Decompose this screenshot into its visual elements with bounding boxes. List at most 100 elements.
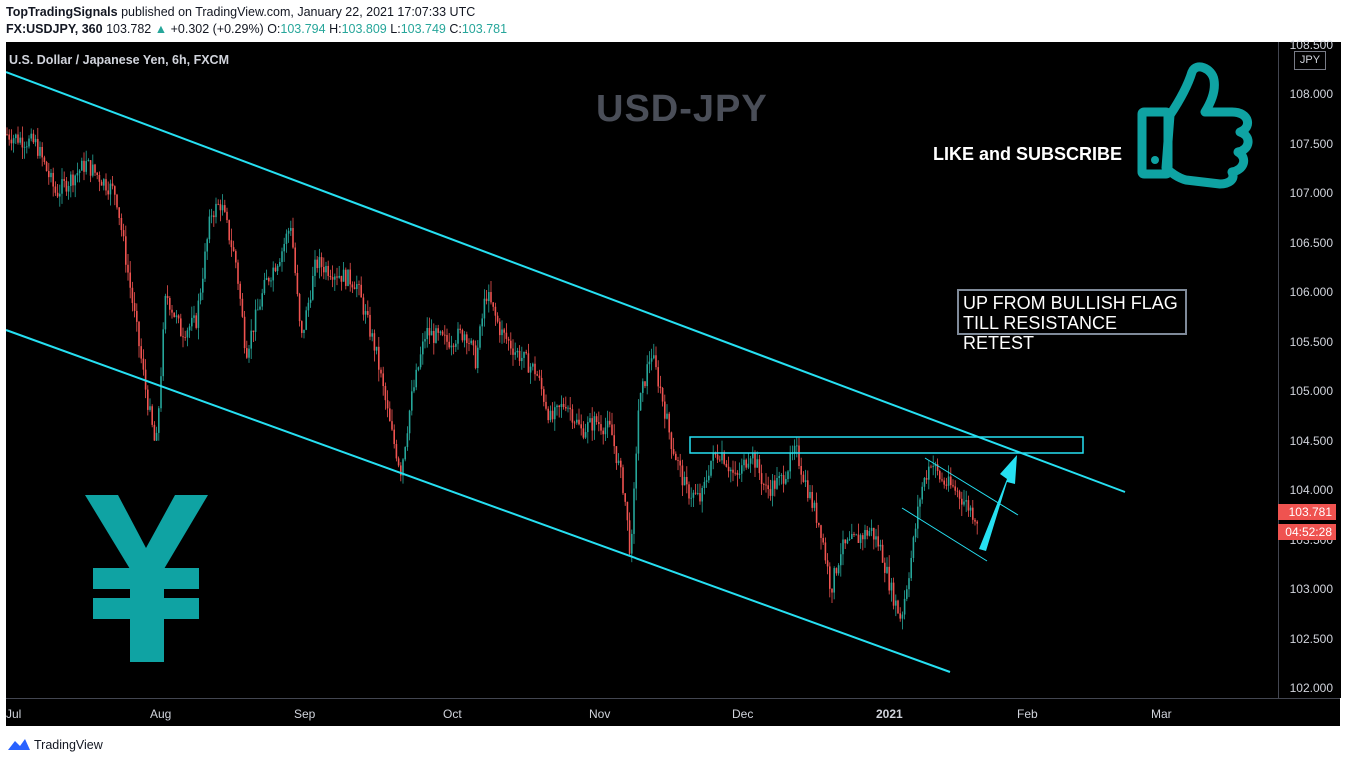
candle-body [703,481,706,489]
candle-body [318,257,321,269]
price-axis[interactable]: 108.500 108.000 107.500 107.000 106.500 106.0… [1278,38,1341,698]
candle-body [804,480,807,482]
candle-body [499,321,501,336]
candle-body [30,133,32,139]
low-value: 103.749 [400,22,446,36]
time-tick: Dec [732,707,754,721]
candle-body [345,269,347,286]
channel-lower-line[interactable] [6,329,951,673]
candle-body [518,350,521,362]
candle-body [701,488,703,502]
annotation-textbox[interactable]: UP FROM BULLISH FLAG TILL RESISTANCE RET… [957,289,1187,353]
candle-body [818,522,820,526]
candle-body [457,328,459,344]
candle-body [534,363,536,375]
candle-body [857,534,860,543]
candle-body [393,429,395,445]
candle-body [688,484,690,499]
candle-body [950,476,952,486]
candle-body [248,348,250,358]
candle-body [793,445,796,454]
candle-body [384,386,387,401]
candle-body [402,459,404,476]
candle-body [657,367,659,387]
candle-body [446,335,448,342]
candle-body [177,315,180,319]
candle-body [644,381,646,387]
time-axis[interactable]: Jul Aug Sep Oct Nov Dec 2021 Feb Mar [6,698,1340,727]
candle-body [683,476,686,486]
candle-body [677,460,679,461]
candle-body [840,554,842,566]
candle-body [250,330,252,349]
channel-upper-line[interactable] [6,71,1126,493]
time-tick: Aug [150,707,172,721]
candle-body [371,333,373,337]
thumbs-up-dot [1151,156,1159,164]
candle-body [439,331,442,333]
candle-body [74,175,76,186]
candle-body [967,500,970,511]
candle-body [650,358,653,362]
candle-body [138,321,140,347]
candle-body [452,345,455,347]
candle-body [545,401,547,409]
flag-upper-line[interactable] [924,457,1019,516]
candle-body [831,588,833,593]
candle-body [888,566,890,591]
candle-body [912,537,915,558]
arrow-up-icon[interactable] [979,455,1017,551]
candle-body [721,452,723,461]
candle-body [309,299,312,303]
candle-body [965,500,967,502]
candle-body [158,408,160,433]
candle-body [133,303,136,311]
candle-body [448,341,450,348]
publisher-name[interactable]: TopTradingSignals [6,5,118,19]
candle-body [560,403,563,407]
candle-body [501,329,503,336]
candle-body [122,230,125,237]
resistance-zone[interactable] [689,436,1084,454]
price-tick: 108.000 [1289,87,1333,101]
candle-body [312,275,314,300]
candle-body [516,350,519,353]
candle-body [655,355,657,368]
candle-body [98,174,101,182]
chart-title: U.S. Dollar / Japanese Yen, 6h, FXCM [9,53,229,67]
candle-body [54,186,57,193]
candle-body [699,493,701,502]
like-subscribe-text[interactable]: LIKE and SUBSCRIBE [933,144,1123,164]
currency-badge[interactable]: JPY [1294,51,1326,70]
high-label: H: [329,22,342,36]
price-tick: 105.000 [1289,384,1333,398]
candle-body [116,194,118,208]
candle-body [171,309,173,313]
candle-body [142,358,145,370]
candle-body [281,251,283,263]
candle-body [833,568,835,593]
candle-body [908,578,910,590]
candle-body [118,207,120,218]
time-tick: Nov [589,707,611,721]
candle-body [609,420,611,425]
price-tick: 108.500 [1289,38,1333,52]
candle-body [606,420,609,428]
candle-body [956,490,959,492]
candle-body [947,476,950,486]
footer-brand[interactable]: TradingView [34,738,103,752]
tradingview-logo-icon[interactable] [7,736,31,752]
candle-body [848,539,851,540]
candle-body [510,340,512,349]
candle-body [191,317,193,327]
flag-lower-line[interactable] [901,507,988,562]
candle-body [76,172,79,176]
candle-body [382,373,384,387]
candle-body [914,528,917,538]
candle-body [400,465,402,476]
candle-body [204,251,206,279]
candle-body [589,418,591,423]
candle-body [411,391,413,411]
candle-body [604,427,607,435]
candle-body [672,449,675,454]
